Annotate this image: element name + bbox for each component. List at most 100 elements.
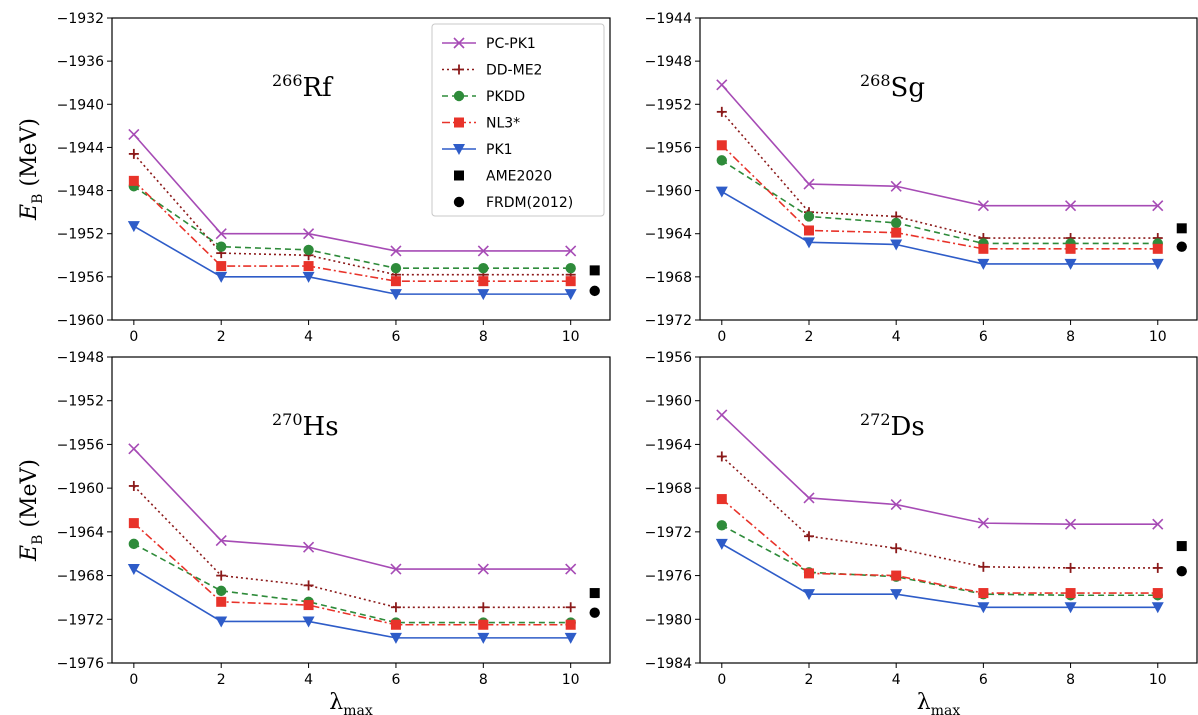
- panel-rf: −1932 −1936 −1940 −1944 −1948 −1952 −1956 −1960…: [17, 11, 611, 345]
- data-point: [390, 563, 402, 575]
- series-dd-me2: [128, 480, 576, 613]
- plot-frame: [699, 17, 1198, 321]
- x-tick-label: 0: [129, 329, 138, 345]
- legend-marker: [453, 144, 465, 155]
- data-point: [1152, 200, 1164, 212]
- data-point: [478, 263, 489, 274]
- data-point: [303, 600, 314, 611]
- data-point: [128, 480, 139, 491]
- y-tick-label: −1952: [57, 394, 104, 410]
- data-point: [1065, 562, 1076, 573]
- data-point: [390, 276, 401, 287]
- data-point: [891, 543, 902, 554]
- data-point: [564, 632, 577, 644]
- data-point: [803, 211, 815, 222]
- data-point: [389, 289, 402, 301]
- y-axis-title: EB (MeV): [17, 118, 46, 221]
- data-point: [890, 217, 902, 229]
- y-tick-label: −1944: [645, 11, 692, 27]
- legend: PC-PK1 DD-ME2 PKDD NL3* PK1 AME2020 FRDM(2012): [431, 23, 605, 217]
- y-tick-label: −1960: [645, 394, 692, 410]
- y-tick-label: −1952: [57, 227, 104, 243]
- data-point: [128, 175, 139, 186]
- x-tick-label: 0: [717, 329, 726, 345]
- series-line: [721, 524, 1158, 597]
- data-point: [478, 276, 489, 287]
- data-point: [716, 520, 727, 531]
- series-pc-pk1: [128, 128, 577, 257]
- data-point: [128, 128, 140, 141]
- y-tick-label: −1960: [57, 313, 104, 329]
- data-point: [303, 244, 314, 256]
- series-line: [133, 185, 571, 270]
- data-point: [716, 155, 727, 166]
- data-point: [1064, 602, 1077, 614]
- data-point: [215, 228, 227, 240]
- data-point: [803, 492, 815, 504]
- x-tick-label: 8: [479, 672, 488, 688]
- data-point: [802, 589, 815, 601]
- data-point: [1151, 258, 1164, 270]
- y-tick-label: −1956: [645, 350, 692, 366]
- y-tick-label: −1956: [645, 140, 692, 156]
- y-tick-label: −1960: [57, 481, 104, 497]
- plot-frame: [111, 356, 611, 664]
- y-tick-label: −1976: [645, 569, 692, 585]
- series-pk1: [127, 221, 577, 301]
- x-tick-label: 2: [805, 329, 814, 345]
- data-point: [303, 228, 315, 240]
- data-point: [215, 271, 228, 283]
- y-tick-label: −1964: [645, 227, 692, 243]
- data-point: [477, 289, 490, 301]
- y-tick-label: −1948: [57, 184, 104, 200]
- data-point: [565, 563, 577, 575]
- data-point: [216, 585, 227, 597]
- legend-label: FRDM(2012): [486, 195, 573, 211]
- series-line: [133, 225, 571, 295]
- data-point: [977, 258, 990, 270]
- x-tick-label: 2: [217, 672, 226, 688]
- series-pkdd: [716, 155, 1163, 249]
- x-tick-label: 10: [562, 672, 580, 688]
- series-line: [133, 133, 571, 252]
- legend-entry-frdm-2012-: FRDM(2012): [453, 195, 573, 211]
- series-line: [721, 190, 1158, 265]
- data-point: [716, 106, 727, 117]
- data-point: [715, 538, 728, 550]
- x-tick-label: 4: [892, 672, 901, 688]
- data-point: [389, 632, 402, 644]
- data-point: [1064, 258, 1077, 270]
- reference-point-frdm-2012-: [1176, 566, 1187, 577]
- data-point: [716, 494, 727, 505]
- data-point: [216, 261, 227, 272]
- data-point: [390, 619, 401, 630]
- x-tick-label: 4: [304, 672, 313, 688]
- x-tick-label: 2: [805, 672, 814, 688]
- data-point: [216, 570, 227, 581]
- y-tick-label: −1948: [57, 350, 104, 366]
- series-line: [721, 159, 1158, 245]
- x-axis-title: λmax: [329, 690, 373, 715]
- data-point: [977, 517, 989, 529]
- data-point: [478, 602, 489, 613]
- legend-entry-pc-pk1: PC-PK1: [442, 36, 536, 52]
- series-line: [133, 180, 571, 282]
- data-point: [303, 541, 315, 553]
- data-point: [565, 602, 576, 613]
- data-point: [477, 632, 490, 644]
- x-tick-label: 10: [1149, 329, 1167, 345]
- data-point: [390, 245, 402, 257]
- legend-label: PC-PK1: [486, 36, 536, 52]
- y-tick-label: −1952: [645, 97, 692, 113]
- series-pk1: [715, 186, 1164, 270]
- data-point: [1152, 518, 1164, 530]
- y-tick-label: −1976: [57, 656, 104, 672]
- panel-hs: −1948 −1952 −1956 −1960 −1964 −1968 −1972 −1976…: [17, 350, 611, 715]
- x-tick-label: 6: [979, 329, 988, 345]
- legend-label: PK1: [486, 142, 513, 158]
- series-line: [721, 111, 1158, 239]
- legend-entry-nl3-: NL3*: [442, 116, 520, 132]
- plot-frame: [111, 17, 611, 321]
- x-tick-label: 0: [129, 672, 138, 688]
- series-line: [721, 84, 1158, 207]
